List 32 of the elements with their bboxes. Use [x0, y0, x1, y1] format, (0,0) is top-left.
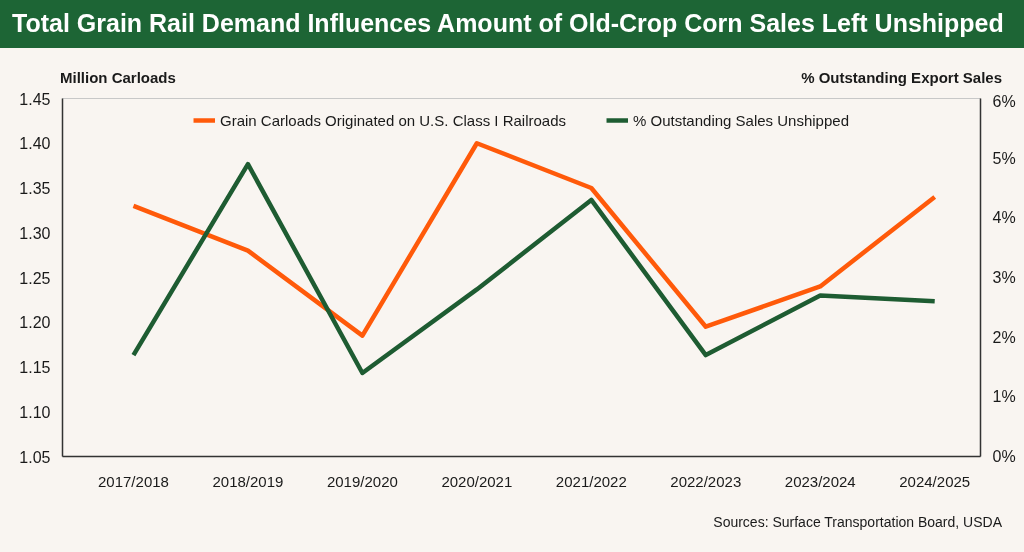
- y2-tick-label: 0%: [992, 448, 1016, 465]
- x-tick-label: 2018/2019: [212, 472, 284, 490]
- y-tick-label: 1.20: [19, 314, 51, 332]
- y2-axis-title: % Outstanding Export Sales: [801, 67, 1002, 88]
- y-tick-label: 1.35: [19, 180, 51, 197]
- y-tick-label: 1.05: [19, 448, 51, 466]
- y-tick-label: 1.40: [19, 135, 51, 153]
- y-tick-label: 1.10: [19, 403, 51, 421]
- y2-tick-label: 6%: [992, 92, 1016, 110]
- chart-title: Total Grain Rail Demand Influences Amount of Old-Crop Corn Sales Left Unshipped: [0, 0, 1024, 48]
- y2-tick-label: 1%: [992, 388, 1016, 406]
- y-tick-label: 1.30: [19, 224, 51, 242]
- line-series: [131, 141, 937, 338]
- y-axis-title: Million Carloads: [60, 67, 176, 88]
- y-tick-label: 1.25: [19, 269, 51, 287]
- x-tick-label: 2021/2022: [555, 472, 627, 490]
- x-tick-label: 2017/2018: [98, 472, 169, 490]
- y-tick-label: 1.15: [19, 359, 51, 376]
- x-tick-label: 2023/2024: [784, 472, 856, 490]
- source-note: Sources: Surface Transportation Board, USDA: [713, 513, 1002, 532]
- y2-tick-label: 4%: [992, 209, 1016, 227]
- legend-label: Grain Carloads Originated on U.S. Class I Railroads: [220, 111, 566, 129]
- x-tick-label: 2020/2021: [441, 472, 513, 490]
- y2-tick-label: 5%: [992, 149, 1016, 167]
- y2-tick-label: 3%: [992, 269, 1016, 286]
- x-tick-label: 2022/2023: [670, 472, 742, 490]
- x-tick-label: 2024/2025: [899, 472, 971, 490]
- y2-tick-label: 2%: [992, 328, 1016, 346]
- line-series: [131, 161, 937, 376]
- x-tick-label: 2019/2020: [326, 472, 398, 490]
- y-tick-label: 1.45: [19, 90, 51, 108]
- legend-label: % Outstanding Sales Unshipped: [633, 111, 849, 129]
